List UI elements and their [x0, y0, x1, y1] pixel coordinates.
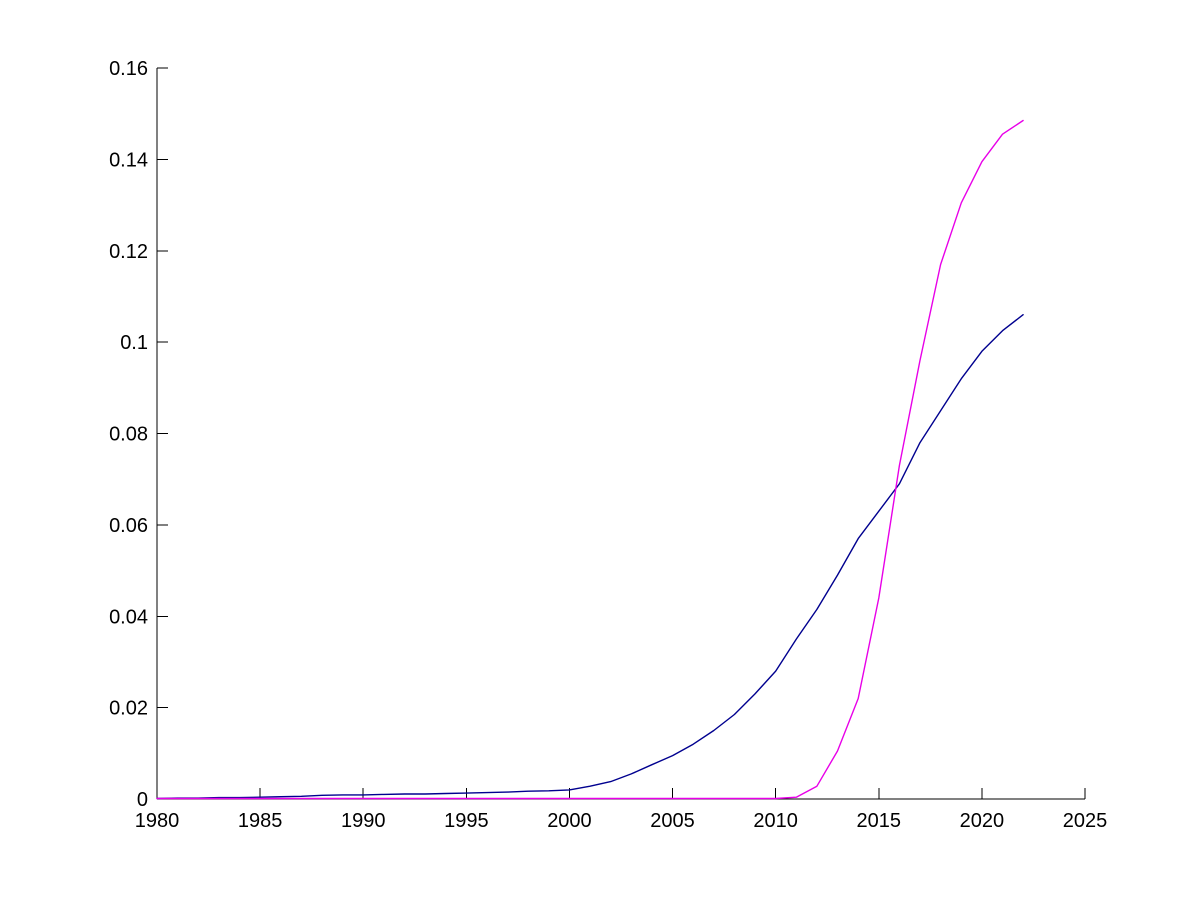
- y-tick-label-0.06: 0.06: [109, 515, 148, 537]
- y-tick-label-0.04: 0.04: [109, 606, 148, 628]
- x-tick-label-2005: 2005: [650, 810, 695, 832]
- y-tick-label-0.12: 0.12: [109, 241, 148, 263]
- x-tick-label-1980: 1980: [135, 810, 180, 832]
- dark-blue-curve: [156, 314, 1024, 800]
- x-tick-label-2015: 2015: [857, 810, 902, 832]
- y-tick-label-0.14: 0.14: [109, 149, 148, 171]
- magenta-curve: [156, 119, 1024, 800]
- x-tick-label-2010: 2010: [753, 810, 798, 832]
- x-tick-label-2025: 2025: [1063, 810, 1108, 832]
- y-tick-label-0.08: 0.08: [109, 424, 148, 446]
- y-tick-label-0: 0: [137, 789, 148, 811]
- x-tick-label-1985: 1985: [238, 810, 283, 832]
- x-tick-label-2000: 2000: [547, 810, 592, 832]
- y-tick-label-0.16: 0.16: [109, 58, 148, 80]
- x-tick-label-1990: 1990: [341, 810, 386, 832]
- y-tick-label-0.02: 0.02: [109, 698, 148, 720]
- x-tick-label-1995: 1995: [444, 810, 489, 832]
- y-tick-label-0.1: 0.1: [120, 332, 148, 354]
- x-tick-label-2020: 2020: [960, 810, 1005, 832]
